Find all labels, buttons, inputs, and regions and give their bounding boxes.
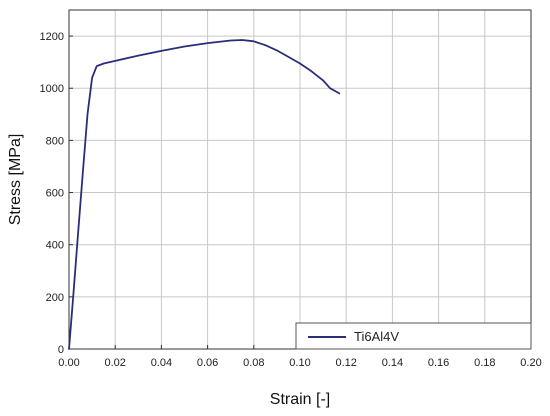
y-tick-label: 200 <box>46 292 64 304</box>
legend-label-ti6al4v: Ti6Al4V <box>354 329 399 344</box>
x-tick-label: 0.18 <box>474 357 495 369</box>
x-tick-label: 0.02 <box>104 357 125 369</box>
legend-box <box>295 322 532 350</box>
legend: Ti6Al4V <box>295 322 532 350</box>
x-tick-label: 0.00 <box>58 357 79 369</box>
x-tick-label: 0.14 <box>382 357 403 369</box>
y-tick-label: 0 <box>58 344 64 356</box>
y-tick-label: 400 <box>46 240 64 252</box>
x-tick-label: 0.20 <box>520 357 541 369</box>
x-tick-label: 0.06 <box>197 357 218 369</box>
x-tick-label: 0.04 <box>151 357 172 369</box>
y-axis-title: Stress [MPa] <box>7 134 24 226</box>
y-axis-ticks: 0 200 400 600 800 1000 1200 <box>40 31 73 356</box>
x-tick-label: 0.16 <box>428 357 449 369</box>
x-axis-title: Strain [-] <box>270 391 330 408</box>
x-tick-label: 0.12 <box>335 357 356 369</box>
y-tick-label: 800 <box>46 135 64 147</box>
y-tick-label: 600 <box>46 188 64 200</box>
x-axis-ticks: 0.00 0.02 0.04 0.06 0.08 0.10 0.12 0.14 0.16 0.18… <box>58 345 542 369</box>
y-tick-label: 1200 <box>40 31 64 43</box>
x-tick-label: 0.10 <box>289 357 310 369</box>
y-tick-label: 1000 <box>40 83 64 95</box>
x-tick-label: 0.08 <box>243 357 264 369</box>
series-line-ti6al4v <box>68 39 341 350</box>
series-layer <box>68 39 341 350</box>
